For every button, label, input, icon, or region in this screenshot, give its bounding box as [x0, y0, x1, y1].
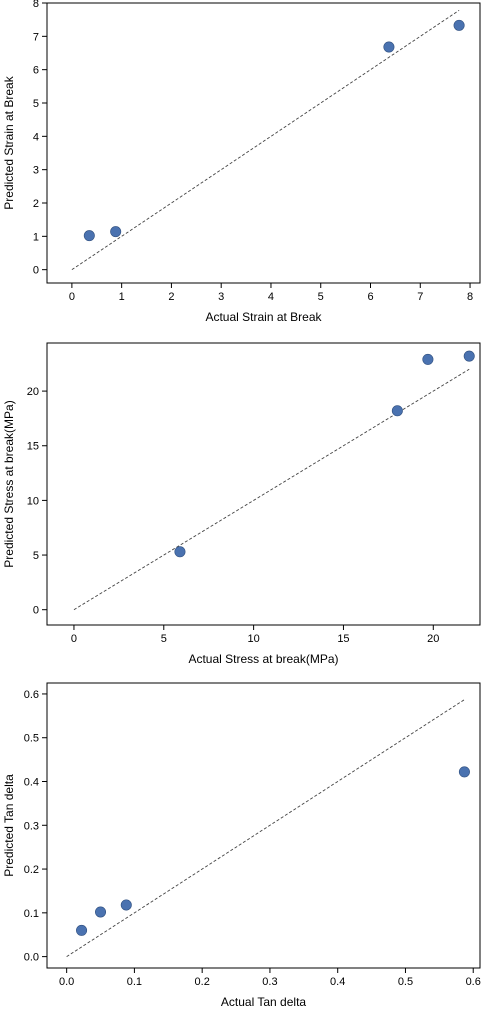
stress-panel: 0 5 10 15 20 0 5 10 15 20 Actual Stress at break(M… [2, 342, 481, 666]
strain-data-point [383, 41, 395, 53]
tan-delta-x-tick-label: 0.5 [398, 976, 413, 988]
stress-x-tick-label: 15 [337, 633, 349, 645]
tan-delta-y-tick-label: 0.5 [24, 733, 39, 745]
strain-plot-frame [46, 2, 481, 284]
tan-delta-identity-line [66, 699, 465, 957]
strain-x-tick-label: 3 [218, 291, 224, 303]
stress-y-tick-label: 15 [27, 441, 39, 453]
strain-identity-line [71, 9, 460, 271]
tan-delta-x-tick-label: 0.6 [466, 976, 481, 988]
stress-x-tick-label: 0 [71, 633, 77, 645]
strain-data-point [83, 230, 95, 242]
stress-data-point [463, 350, 475, 362]
strain-y-tick-label: 8 [33, 0, 39, 10]
stress-y-tick-label: 20 [27, 386, 39, 398]
stress-y-axis-label: Predicted Stress at break(MPa) [2, 400, 16, 567]
tan-delta-x-tick-label: 0.3 [262, 976, 277, 988]
tan-delta-x-axis-label: Actual Tan delta [221, 995, 306, 1009]
stress-x-axis-label: Actual Stress at break(MPa) [188, 652, 338, 666]
tan-delta-data-point [76, 924, 88, 936]
strain-y-axis-label: Predicted Strain at Break [2, 75, 16, 209]
tan-delta-y-tick-label: 0.3 [24, 820, 39, 832]
stress-y-tick-label: 0 [33, 605, 39, 617]
strain-x-axis-label: Actual Strain at Break [205, 310, 322, 324]
strain-x-tick-label: 0 [69, 291, 75, 303]
tan-delta-data-point [95, 906, 107, 918]
stress-identity-line [73, 368, 470, 611]
stress-y-tick-label: 5 [33, 550, 39, 562]
tan-delta-y-tick-label: 0.2 [24, 864, 39, 876]
strain-y-tick-label: 7 [33, 31, 39, 43]
tan-delta-y-tick-label: 0.6 [24, 689, 39, 701]
tan-delta-x-tick-label: 0.4 [330, 976, 345, 988]
strain-data-point [110, 226, 122, 238]
tan-delta-data-point [120, 899, 132, 911]
tan-delta-y-tick-label: 0.0 [24, 952, 39, 964]
strain-y-tick-label: 6 [33, 65, 39, 77]
tan-delta-y-tick-label: 0.1 [24, 908, 39, 920]
tan-delta-y-axis-label: Predicted Tan delta [2, 774, 16, 877]
strain-y-tick-label: 0 [33, 265, 39, 277]
strain-x-tick-label: 7 [417, 291, 423, 303]
stress-x-tick-label: 5 [161, 633, 167, 645]
stress-plot-frame [46, 342, 481, 626]
stress-x-tick-label: 10 [247, 633, 259, 645]
strain-x-tick-label: 1 [119, 291, 125, 303]
strain-panel: 0 1 2 3 4 5 6 7 8 0 1 2 3 4 5 6 7 8 Actual Strain at Break… [2, 0, 481, 324]
tan-delta-x-tick-label: 0.0 [59, 976, 74, 988]
tan-delta-panel: 0.0 0.1 0.2 0.3 0.4 0.5 0.6 0.0 0.1 0.2 0.3 0.4 0.5 0… [2, 682, 481, 1009]
stress-data-point [174, 546, 186, 558]
strain-y-tick-label: 1 [33, 231, 39, 243]
stress-data-point [422, 353, 434, 365]
stress-data-point [391, 405, 403, 417]
strain-y-tick-label: 2 [33, 198, 39, 210]
strain-x-tick-label: 6 [367, 291, 373, 303]
strain-data-point [453, 19, 465, 31]
tan-delta-plot-frame [46, 682, 481, 969]
stress-y-tick-label: 10 [27, 495, 39, 507]
strain-y-tick-label: 3 [33, 165, 39, 177]
tan-delta-x-tick-label: 0.2 [195, 976, 210, 988]
strain-x-tick-label: 5 [318, 291, 324, 303]
stress-x-tick-label: 20 [427, 633, 439, 645]
tan-delta-data-point [458, 766, 470, 778]
tan-delta-x-tick-label: 0.1 [127, 976, 142, 988]
tan-delta-y-tick-label: 0.4 [24, 777, 39, 789]
strain-x-tick-label: 8 [467, 291, 473, 303]
strain-y-tick-label: 5 [33, 98, 39, 110]
strain-x-tick-label: 2 [168, 291, 174, 303]
strain-y-tick-label: 4 [33, 131, 39, 143]
strain-x-tick-label: 4 [268, 291, 274, 303]
